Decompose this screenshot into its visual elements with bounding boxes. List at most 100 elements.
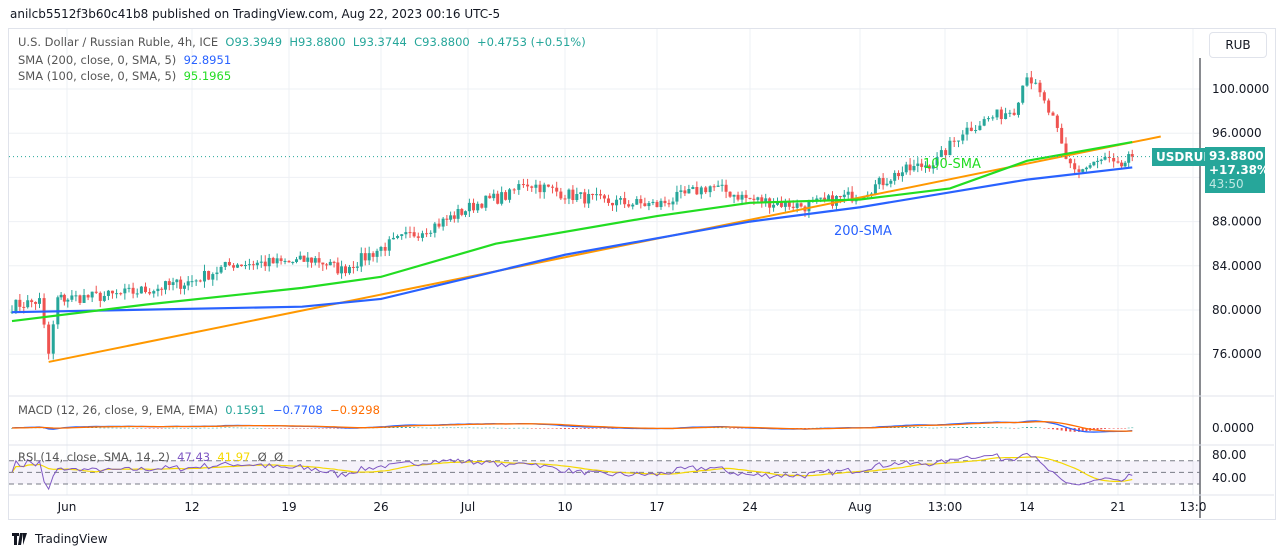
candle-body [74,295,78,297]
price-tick-label: 76.0000 [1212,347,1262,361]
candle-body [47,324,51,354]
macd-histogram-bar [889,427,892,428]
candle-body [347,266,351,274]
macd-histogram-bar [948,427,951,428]
candle-body [1103,156,1107,160]
candle-body [952,140,956,142]
time-tick-label: 10 [557,500,572,514]
macd-histogram-bar [264,428,267,429]
macd-histogram-bar [127,427,130,429]
candle-body [90,291,94,298]
macd-histogram-bar [303,428,306,429]
candle-body [787,201,791,207]
candle-body [496,193,500,204]
macd-legend[interactable]: MACD (12, 26, close, 9, EMA, EMA) 0.1591… [18,403,380,417]
macd-histogram-bar [449,427,452,429]
macd-histogram-bar [1039,427,1041,429]
sma100-line [11,140,1133,323]
candle-body [70,295,74,300]
rsi-tick-label: 40.00 [1212,471,1246,485]
candle-body [328,261,332,266]
candle-body [965,127,969,135]
rsi-legend[interactable]: RSI (14, close, SMA, 14, 2) 47.43 41.97 … [18,450,283,464]
macd-histogram-bar [187,427,190,429]
candle-body [14,299,18,312]
rsi-line [11,452,1133,491]
time-tick-label: 14 [1019,500,1034,514]
macd-histogram-bar [417,427,420,429]
macd-histogram-bar [433,427,436,429]
candle-body [383,246,387,251]
macd-histogram-bar [1127,427,1130,429]
candle-body [571,189,575,201]
macd-histogram-bar [232,427,235,429]
macd-histogram-bar [168,427,171,429]
macd-histogram-bar [119,427,122,429]
candle-body [306,257,310,262]
candle-body [1073,163,1077,170]
chart-frame [8,28,1276,520]
candle-body [298,255,302,260]
candle-body [379,246,383,251]
candle-body [881,178,885,186]
currency-button[interactable]: RUB [1209,32,1267,58]
candle-body [736,194,740,200]
candle-body [367,253,371,261]
macd-histogram-bar [721,427,724,429]
candle-body [559,191,563,199]
time-tick-label: Aug [848,500,871,514]
macd-histogram-bar [944,427,947,429]
macd-histogram-bar [1043,428,1046,429]
macd-histogram-bar [140,427,143,429]
symbol-description: U.S. Dollar / Russian Ruble, 4h, ICE [18,35,219,49]
candle-body [445,218,449,220]
candle-body [1077,169,1081,172]
candle-body [464,211,468,215]
macd-histogram-bar [248,427,251,429]
candle-body [391,237,395,240]
price-tick-label: 100.0000 [1212,82,1269,96]
candle-body [904,164,908,173]
candle-body [931,165,935,169]
macd-histogram-bar [940,427,943,429]
candle-body [512,189,516,191]
macd-histogram-bar [400,427,403,428]
candle-body [764,198,768,203]
macd-histogram-bar [460,427,463,429]
candle-body [1034,82,1038,84]
candle-body [18,299,22,307]
candle-body [62,294,66,302]
sma200-legend[interactable]: SMA (200, close, 0, SMA, 5) 92.8951 [18,53,231,67]
candle-body [956,140,960,142]
macd-histogram-bar [183,428,186,429]
macd-histogram-bar [321,428,324,429]
macd-histogram-bar [429,427,432,429]
sma100-legend[interactable]: SMA (100, close, 0, SMA, 5) 95.1965 [18,69,231,83]
macd-histogram-bar [983,427,986,428]
candle-body [663,200,667,204]
rsi-extra-1: Ø [257,450,267,464]
macd-histogram-bar [199,427,202,429]
symbol-legend: U.S. Dollar / Russian Ruble, 4h, ICE O93… [18,35,586,49]
high-value: H93.8800 [289,35,346,49]
tradingview-logo-icon [12,533,27,545]
macd-histogram-bar [413,427,416,428]
macd-histogram-bar [897,427,900,428]
candle-body [631,204,635,207]
macd-histogram-bar [543,428,546,429]
macd-histogram-bar [1056,428,1059,430]
macd-histogram-bar [1017,427,1020,429]
candle-body [712,186,716,188]
macd-histogram-bar [1124,428,1127,429]
tradingview-logo[interactable]: TradingView [12,532,108,546]
candle-body [275,258,279,264]
macd-histogram-bar [476,427,479,429]
candle-body [978,125,982,131]
macd-histogram-bar [932,427,935,429]
candle-body [202,270,206,282]
macd-histogram-bar [1004,427,1007,429]
candle-body [643,203,647,207]
candle-body [263,261,267,267]
candle-body [1107,156,1111,158]
